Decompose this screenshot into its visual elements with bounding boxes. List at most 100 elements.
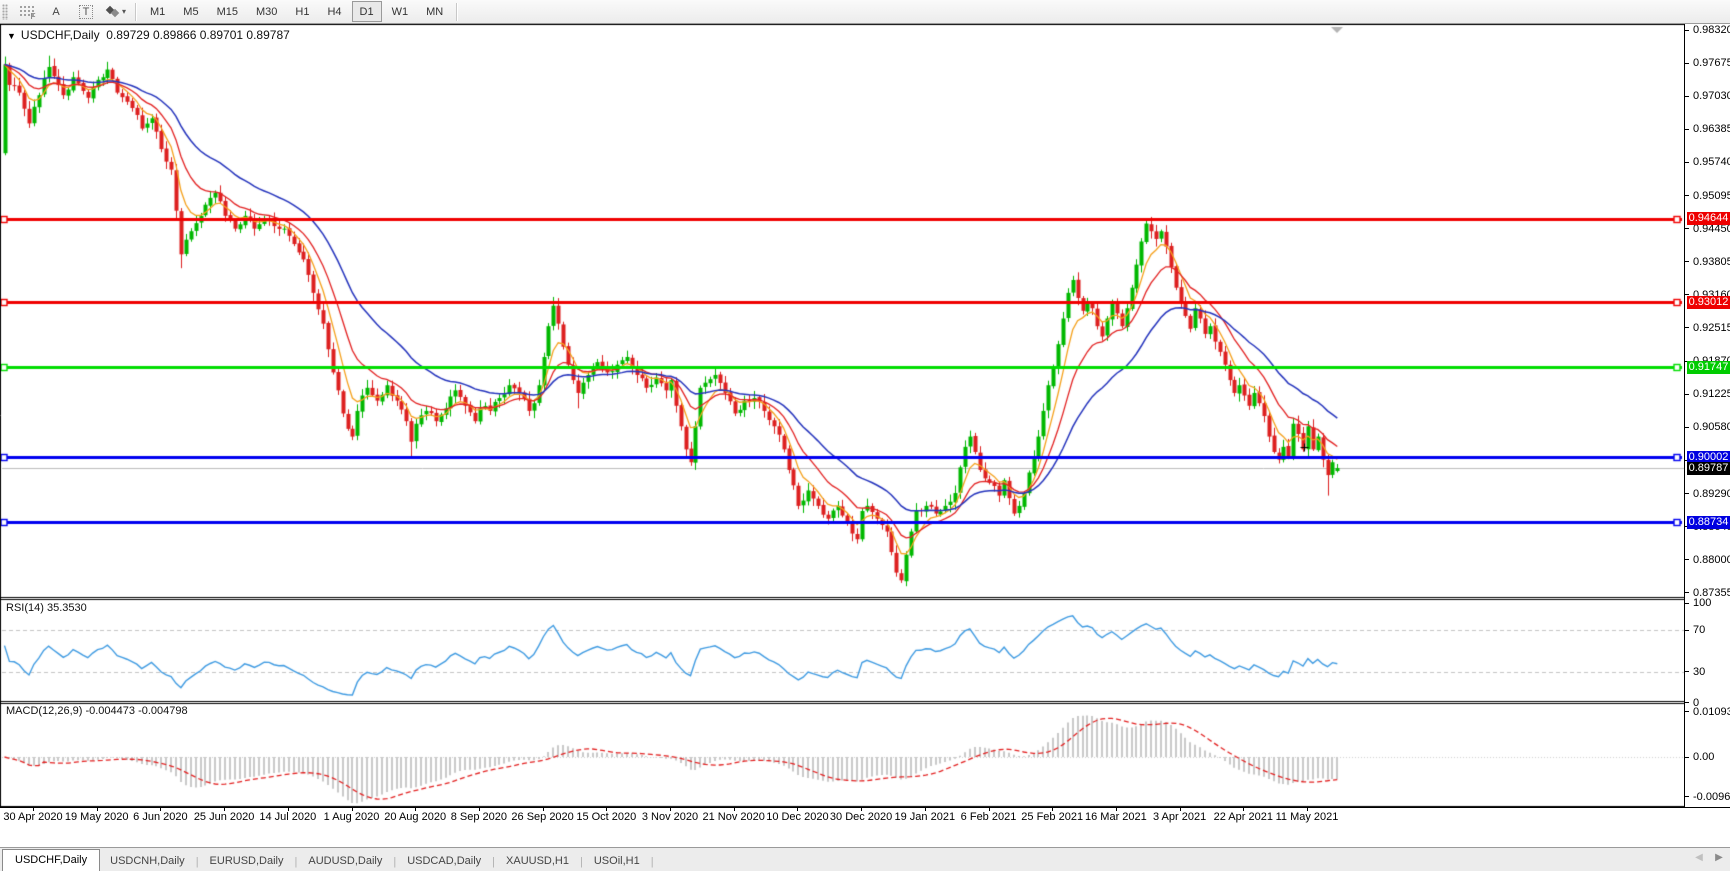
date-tick-mark [797,808,799,811]
chart-tab-usdchf-daily[interactable]: USDCHF,Daily [2,849,101,871]
date-label: 14 Jul 2020 [259,811,317,823]
price-tick-label: 0.92515 [1693,321,1730,334]
chart-tab-audusd-daily[interactable]: AUDUSD,Daily [308,854,383,867]
date-label: 6 Jun 2020 [133,811,188,823]
toolbar: F A T ▾ M1 M5 M15 M30 H1 H4 D1 W1 MN [0,0,1730,24]
price-tick-mark [1685,228,1689,230]
chart-window: ▼ USDCHF,Daily 0.89729 0.89866 0.89701 0.… [0,23,1730,871]
date-tick-mark [33,808,34,811]
timeframe-button-m5[interactable]: M5 [183,5,199,18]
date-tick-mark [606,808,608,811]
date-label: 8 Sep 2020 [450,811,508,823]
level-price-label: 0.90002 [1687,450,1730,464]
level-price-label: 0.93012 [1687,295,1730,309]
price-tick-label: 0.89290 [1693,487,1730,500]
level-price-label: 0.94644 [1687,212,1730,226]
chart-tab-usdcad-daily[interactable]: USDCAD,Daily [407,854,482,867]
chart-tab-usoil-h1[interactable]: USOil,H1 [593,854,640,867]
style-diamonds-icon [105,5,120,18]
price-tick-mark [1685,559,1689,561]
grid-f-icon[interactable]: F [12,1,40,22]
date-label: 16 Mar 2021 [1085,811,1147,823]
rsi-tick-mark [1685,602,1689,604]
timeframe-button-m1[interactable]: M1 [150,5,166,18]
date-tick-mark [924,808,926,811]
timeframe-group: M1 M5 M15 M30 H1 H4 D1 W1 MN [141,1,452,22]
date-label: 1 Aug 2020 [323,811,380,823]
timeframe-button-h1[interactable]: H1 [295,5,310,18]
timeframe-button-d1[interactable]: D1 [351,1,382,22]
price-chart-canvas[interactable] [0,24,1684,807]
style-switch-button[interactable]: ▾ [102,1,130,22]
rsi-indicator-label: RSI(14) 35.3530 [6,602,87,614]
macd-axis-label: 0.010933 [1693,705,1730,718]
tab-separator: | [650,856,654,868]
price-tick-label: 0.94450 [1693,222,1730,235]
price-tick-label: 0.95740 [1693,156,1730,169]
ohlc-values: 0.89729 0.89866 0.89701 0.89787 [106,28,290,42]
macd-tick-mark [1685,756,1689,758]
tab-nav: ◀ ▶ [1692,852,1726,863]
date-label: 26 Sep 2020 [511,811,574,823]
price-tick-mark [1685,493,1689,495]
chart-tab-bar: USDCHF,Daily USDCNH,Daily | EURUSD,Daily | AU… [0,847,1730,871]
dropdown-caret-icon[interactable]: ▾ [122,7,127,16]
rsi-tick-mark [1685,671,1689,673]
text-tool-button[interactable]: T [72,1,100,22]
rsi-axis-label: 30 [1693,665,1706,678]
macd-axis-label: 0.00 [1693,751,1715,763]
date-label: 19 May 2020 [64,811,129,823]
date-axis[interactable]: 30 Apr 2020 19 May 2020 6 Jun 2020 25 Jun 2… [0,807,1730,825]
price-tick-mark [1685,393,1689,395]
rsi-axis-label: 100 [1693,597,1712,609]
date-label: 11 May 2021 [1275,811,1339,823]
toolbar-grip[interactable] [2,3,8,20]
date-tick-mark [351,808,353,811]
date-label: 19 Jan 2021 [894,811,956,823]
macd-tick-mark [1685,711,1689,713]
rsi-tick-mark [1685,702,1689,704]
date-label: 10 Dec 2020 [766,811,829,823]
chart-tab-eurusd-daily[interactable]: EURUSD,Daily [209,854,284,867]
timeframe-button-m30[interactable]: M30 [255,5,278,18]
font-tool-button[interactable]: A [52,5,60,18]
date-tick-mark [287,808,289,811]
date-label: 22 Apr 2021 [1213,811,1273,823]
price-tick-label: 0.96385 [1693,123,1730,136]
level-price-label: 0.91747 [1687,360,1730,374]
symbol-name: USDCHF,Daily [20,28,100,42]
text-tool-icon: T [78,4,94,19]
tab-scroll-left-icon[interactable]: ◀ [1695,852,1703,863]
price-tick-mark [1685,592,1689,594]
symbol-collapse-icon[interactable]: ▼ [7,31,16,41]
timeframe-button-w1[interactable]: W1 [391,5,409,18]
rsi-tick-mark [1685,629,1689,631]
tab-scroll-right-icon[interactable]: ▶ [1715,852,1723,863]
timeframe-button-m15[interactable]: M15 [216,5,238,18]
date-tick-mark [224,808,226,811]
chart-tab-usdcnh-daily[interactable]: USDCNH,Daily [110,854,185,867]
timeframe-button-mn[interactable]: MN [426,5,444,18]
price-tick-mark [1685,426,1689,428]
date-label: 21 Nov 2020 [702,811,765,823]
level-price-label: 0.88734 [1687,515,1730,529]
price-tick-mark [1685,62,1689,64]
date-label: 25 Feb 2021 [1021,811,1084,823]
rsi-axis-label: 0 [1693,696,1700,709]
price-tick-mark [1685,161,1689,163]
timeframe-button-h4[interactable]: H4 [327,5,342,18]
date-tick-mark [160,808,162,811]
date-tick-mark [478,808,480,811]
date-label: 3 Apr 2021 [1152,811,1207,823]
price-tick-label: 0.90580 [1693,421,1730,434]
price-tick-mark [1685,294,1689,296]
price-tick-label: 0.91225 [1693,388,1730,401]
date-tick-mark [1243,808,1245,811]
macd-tick-mark [1685,796,1689,798]
date-label: 30 Apr 2020 [3,811,63,823]
price-axis[interactable]: 0.98320 0.97675 0.97030 0.96385 0.95740 0.950… [1684,24,1730,807]
date-label: 3 Nov 2020 [641,811,699,823]
date-tick-mark [988,808,990,811]
chart-tab-xauusd-h1[interactable]: XAUUSD,H1 [506,854,569,867]
